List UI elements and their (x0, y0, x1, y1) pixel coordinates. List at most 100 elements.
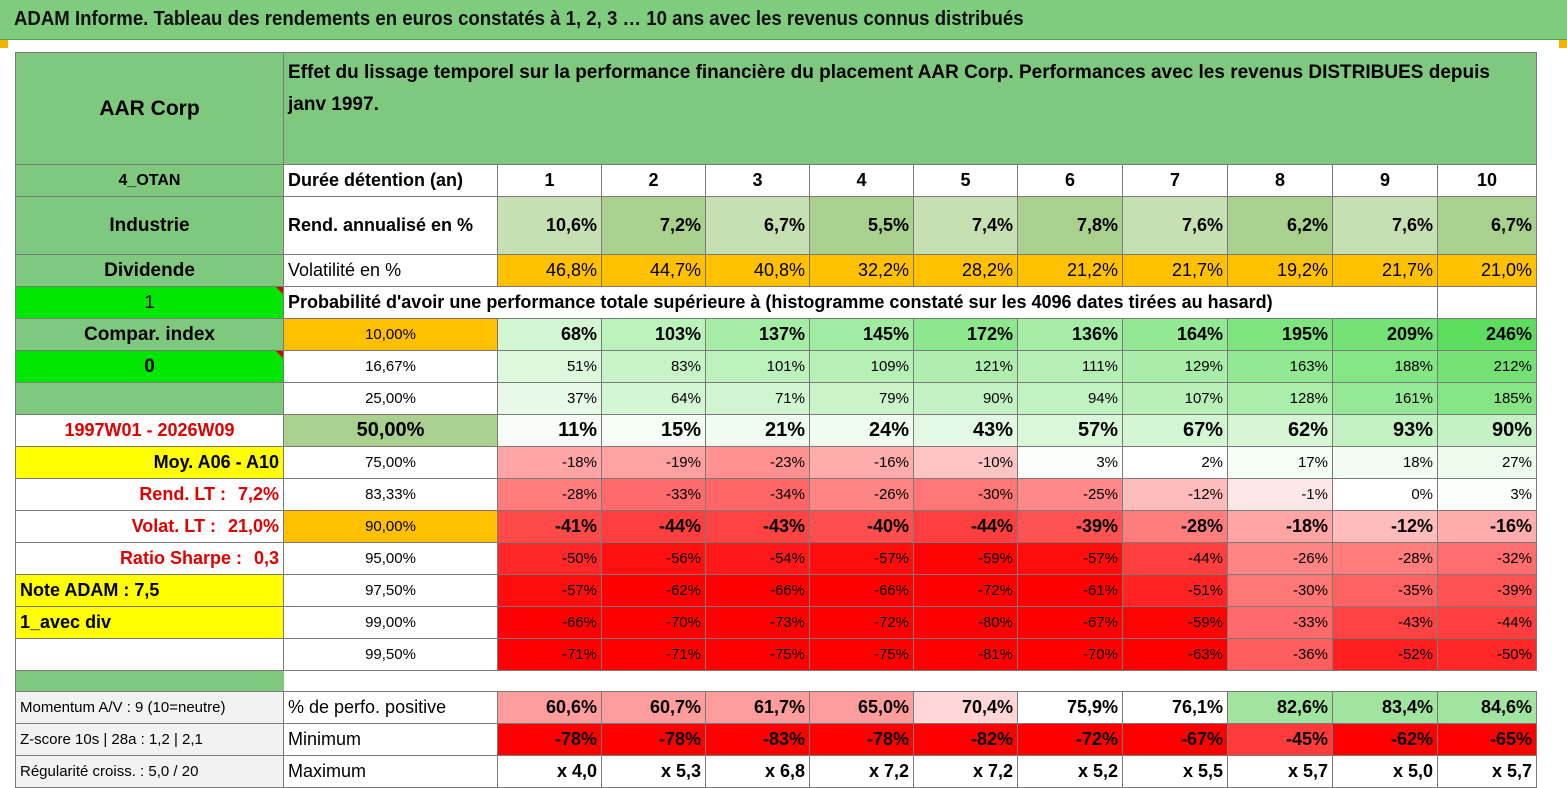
percentile-label: 99,50% (283, 638, 498, 671)
percentile-value: -44% (601, 510, 706, 543)
metric-value: x 6,8 (705, 755, 810, 788)
metric-value: -83% (705, 723, 810, 756)
percentile-value: 67% (1122, 414, 1228, 447)
side-stat: Volat. LT : 21,0% (15, 510, 284, 543)
percentile-value: -66% (705, 574, 810, 607)
percentile-value: 62% (1227, 414, 1333, 447)
percentile-label: 75,00% (283, 446, 498, 479)
percentile-value: -75% (809, 638, 914, 671)
percentile-value: 103% (601, 318, 706, 351)
percentile-value: -23% (705, 446, 810, 479)
percentile-value: -67% (1017, 606, 1123, 639)
percentile-value: 195% (1227, 318, 1333, 351)
percentile-value: -72% (809, 606, 914, 639)
percentile-value: 212% (1437, 350, 1537, 383)
percentile-value: 15% (601, 414, 706, 447)
vol-value: 21,7% (1332, 254, 1438, 287)
vol-value: 46,8% (497, 254, 602, 287)
year-2: 2 (601, 164, 706, 197)
metric-value: x 5,3 (601, 755, 706, 788)
percentile-label: 95,00% (283, 542, 498, 575)
gap-cell (283, 670, 1537, 692)
percentile-value: -19% (601, 446, 706, 479)
side-stat: Note ADAM : 7,5 (15, 574, 284, 607)
percentile-value: -36% (1227, 638, 1333, 671)
metric-value: 60,7% (601, 691, 706, 724)
percentile-value: 172% (913, 318, 1018, 351)
percentile-value: 3% (1017, 446, 1123, 479)
side-label: Dividende (15, 254, 284, 287)
percentile-value: -80% (913, 606, 1018, 639)
side-stat: Ratio Sharpe : 0,3 (15, 542, 284, 575)
header-description: Effet du lissage temporel sur la perform… (283, 52, 1537, 165)
percentile-row: 99,50% -71% -71% -75% -75% -81% -70% -63% -36% -5… (15, 638, 1537, 671)
percentile-value: -66% (809, 574, 914, 607)
percentile-value: -81% (913, 638, 1018, 671)
metric-value: 60,6% (497, 691, 602, 724)
vol-value: 44,7% (601, 254, 706, 287)
percentile-value: -51% (1122, 574, 1228, 607)
percentile-value: 24% (809, 414, 914, 447)
percentile-value: 3% (1437, 478, 1537, 511)
percentile-value: -62% (601, 574, 706, 607)
percentile-value: -33% (601, 478, 706, 511)
percentile-value: -12% (1122, 478, 1228, 511)
rend-value: 6,7% (705, 196, 810, 255)
rend-label: Rend. annualisé en % (283, 196, 498, 255)
percentile-value: 93% (1332, 414, 1438, 447)
percentile-row: Rend. LT : 7,2% 83,33% -28% -33% -34% -26% -30%… (15, 478, 1537, 511)
side-stat-label: Moy. A06 - A10 (153, 452, 279, 472)
percentile-value: 129% (1122, 350, 1228, 383)
returns-table: AAR Corp Effet du lissage temporel sur la… (15, 52, 1537, 788)
metric-value: x 4,0 (497, 755, 602, 788)
percentile-value: -10% (913, 446, 1018, 479)
rend-value: 5,5% (809, 196, 914, 255)
metric-label: % de perfo. positive (283, 691, 498, 724)
percentile-value: -26% (809, 478, 914, 511)
percentile-value: -40% (809, 510, 914, 543)
percentile-value: -61% (1017, 574, 1123, 607)
percentile-row: 1997W01 - 2026W09 50,00% 11% 15% 21% 24% 43% 57… (15, 414, 1537, 447)
company-name: AAR Corp (15, 52, 284, 165)
rend-row: Industrie Rend. annualisé en % 10,6% 7,2% 6,… (15, 196, 1537, 255)
percentile-value: 21% (705, 414, 810, 447)
percentile-value: 51% (497, 350, 602, 383)
percentile-value: -50% (497, 542, 602, 575)
side-stat-label: Ratio Sharpe : (119, 548, 242, 568)
percentile-label: 97,50% (283, 574, 498, 607)
percentile-value: -26% (1227, 542, 1333, 575)
percentile-value: -18% (1227, 510, 1333, 543)
metric-label: Minimum (283, 723, 498, 756)
percentile-value: -41% (497, 510, 602, 543)
rend-value: 7,6% (1122, 196, 1228, 255)
percentile-value: 90% (1437, 414, 1537, 447)
percentile-value: 18% (1332, 446, 1438, 479)
percentile-value: -71% (601, 638, 706, 671)
gap-row (15, 670, 1537, 692)
percentile-value: 90% (913, 382, 1018, 415)
vol-value: 40,8% (705, 254, 810, 287)
percentile-value: -44% (1437, 606, 1537, 639)
percentile-row: 1_avec div 99,00% -66% -70% -73% -72% -80% -67%… (15, 606, 1537, 639)
metric-value: 65,0% (809, 691, 914, 724)
percentile-value: -43% (705, 510, 810, 543)
bottom-row: Momentum A/V : 9 (10=neutre)% de perfo. … (15, 691, 1537, 724)
metric-value: -67% (1122, 723, 1228, 756)
percentile-value: -34% (705, 478, 810, 511)
percentile-value: 163% (1227, 350, 1333, 383)
percentile-value: -71% (497, 638, 602, 671)
side-stat: 1_avec div (15, 606, 284, 639)
percentile-value: 111% (1017, 350, 1123, 383)
duree-label: Durée détention (an) (283, 164, 498, 197)
percentile-value: 161% (1332, 382, 1438, 415)
percentile-value: -43% (1332, 606, 1438, 639)
metric-value: x 7,2 (809, 755, 914, 788)
percentile-value: -70% (601, 606, 706, 639)
metric-value: -78% (809, 723, 914, 756)
title-bar: ADAM Informe. Tableau des rendements en … (0, 0, 1567, 40)
header-row: AAR Corp Effet du lissage temporel sur la… (15, 52, 1537, 165)
rend-value: 7,6% (1332, 196, 1438, 255)
percentile-row: Moy. A06 - A10 75,00% -18% -19% -23% -16% -10%… (15, 446, 1537, 479)
percentile-label: 83,33% (283, 478, 498, 511)
metric-value: -72% (1017, 723, 1123, 756)
